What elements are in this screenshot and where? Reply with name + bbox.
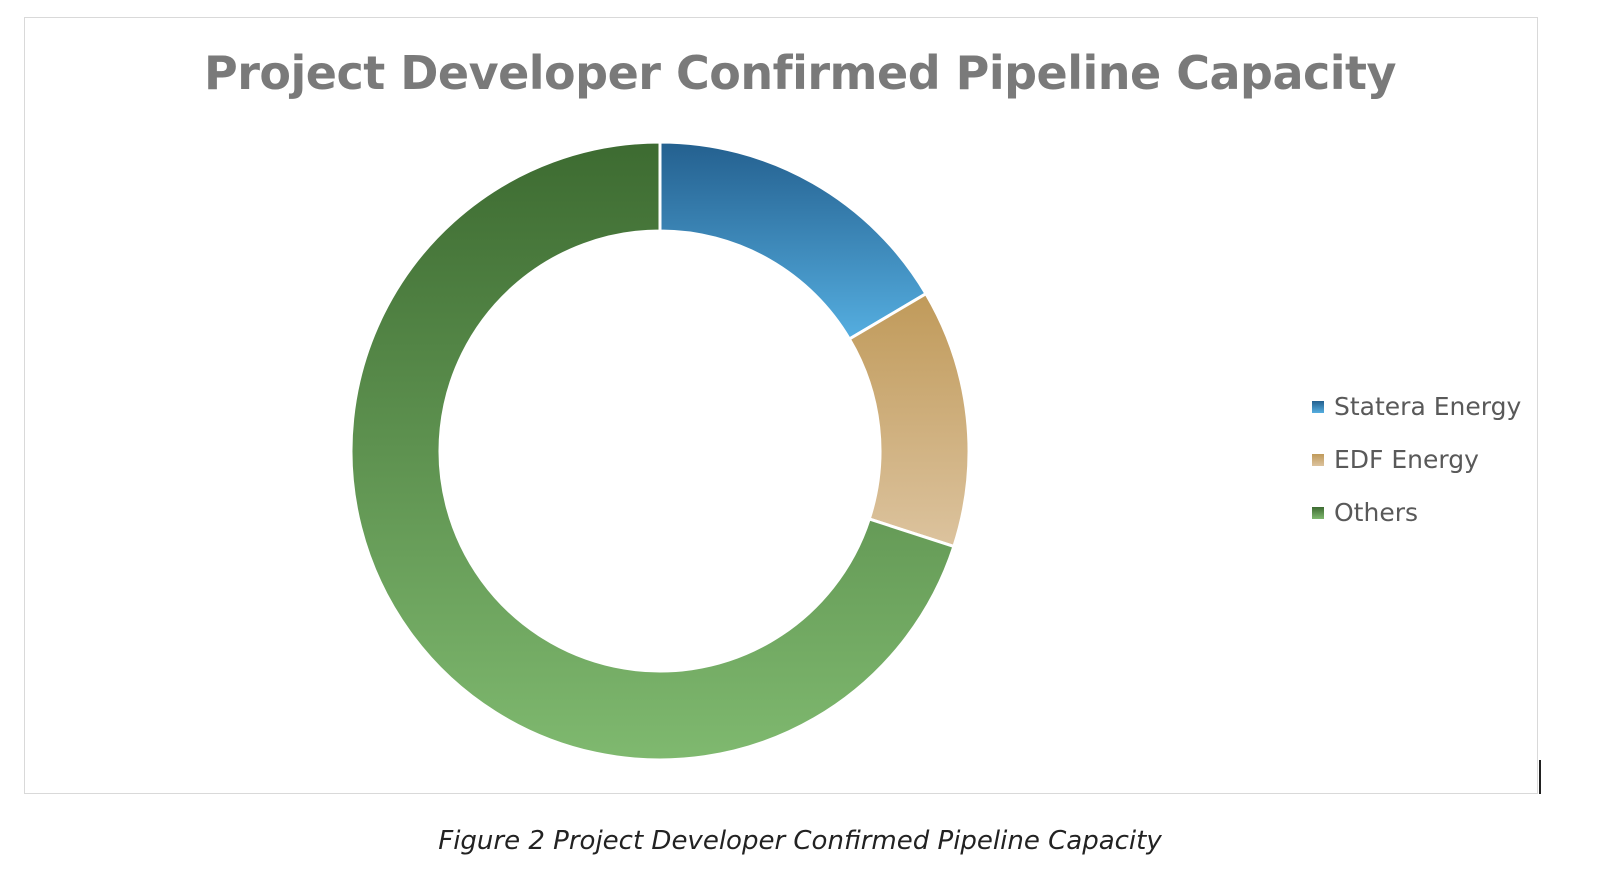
legend-swatch-others — [1312, 506, 1324, 519]
legend-label-others: Others — [1334, 498, 1419, 527]
legend-label-edf-energy: EDF Energy — [1334, 445, 1479, 474]
chart-legend: Statera Energy EDF Energy Others — [1312, 380, 1521, 539]
legend-item-statera-energy: Statera Energy — [1312, 380, 1521, 433]
donut-slice-others — [349, 140, 956, 762]
legend-item-edf-energy: EDF Energy — [1312, 433, 1521, 486]
legend-label-statera-energy: Statera Energy — [1334, 392, 1522, 421]
legend-item-others: Others — [1312, 486, 1521, 539]
donut-slice-edf-energy — [847, 291, 971, 549]
legend-swatch-edf-energy — [1312, 453, 1324, 466]
chart-title: Project Developer Confirmed Pipeline Cap… — [203, 46, 1397, 100]
figure-caption: Figure 2 Project Developer Confirmed Pip… — [438, 826, 1162, 856]
text-cursor — [1539, 760, 1541, 794]
legend-swatch-statera-energy — [1312, 400, 1324, 413]
donut-slice-statera-energy — [658, 140, 929, 342]
